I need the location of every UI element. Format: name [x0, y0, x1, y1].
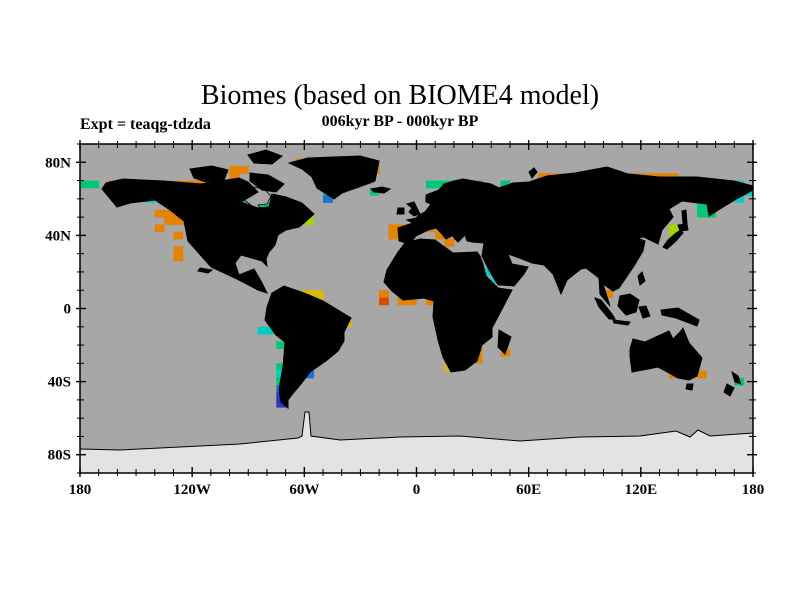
biome-diff-cell	[500, 180, 511, 189]
biome-diff-cell	[425, 297, 436, 306]
biome-diff-cell	[257, 326, 268, 335]
experiment-label: Expt = teaqg-tdzda	[80, 116, 211, 133]
lon-tick-label: 120E	[625, 482, 658, 498]
biome-diff-cell	[173, 231, 184, 240]
biome-diff-cell	[304, 217, 315, 225]
lon-tick-label: 180	[742, 482, 765, 498]
biome-diff-cell	[696, 370, 707, 379]
biome-diff-cell	[603, 290, 614, 298]
biome-diff-cell	[164, 217, 174, 225]
biome-diff-cell	[435, 231, 445, 240]
biome-diff-cell	[173, 246, 184, 255]
lat-tick-label: 40N	[45, 228, 71, 244]
biome-diff-cell	[734, 195, 745, 203]
biome-diff-cell	[257, 202, 268, 211]
biome-diff-cell	[164, 209, 174, 218]
biome-diff-cell	[425, 180, 436, 189]
biome-diff-cell	[696, 202, 707, 211]
biome-diff-cell	[388, 224, 399, 233]
biome-diff-cell	[668, 224, 679, 233]
biome-diff-cell	[266, 326, 277, 335]
biome-diff-cell	[379, 297, 389, 306]
biome-diff-cell	[80, 180, 90, 189]
lon-tick-label: 120W	[173, 482, 211, 498]
biome-diff-cell	[304, 290, 315, 298]
biome-diff-cell	[323, 195, 333, 203]
chart-subtitle: 006kyr BP - 000kyr BP	[321, 113, 479, 130]
chart-title: Biomes (based on BIOME4 model)	[200, 80, 600, 111]
biome-diff-cell	[313, 290, 324, 298]
lon-tick-label: 0	[413, 482, 421, 498]
biome-diff-cell	[276, 341, 287, 350]
lon-tick-label: 60W	[289, 482, 319, 498]
biome-diff-cell	[154, 209, 165, 218]
continent-antarctica	[80, 411, 753, 473]
lat-tick-label: 80N	[45, 155, 71, 171]
biome-diff-cell	[388, 231, 399, 240]
biome-diff-cell	[407, 297, 417, 306]
biome-diff-cell	[481, 268, 492, 276]
lon-tick-label: 180	[69, 482, 92, 498]
axis-ticks-layer	[76, 140, 757, 477]
axis-labels-layer: 180 120W 60W 0 60E 120E 180 80N 40N 0 40S 80S	[45, 155, 764, 498]
biome-diff-cell	[435, 180, 445, 189]
lat-tick-label: 40S	[48, 375, 71, 391]
biome-diff-cell	[238, 165, 249, 174]
lat-tick-label: 0	[64, 302, 72, 318]
lon-tick-label: 60E	[516, 482, 541, 498]
biome-diff-cell	[173, 217, 184, 225]
biome-diff-cell	[173, 253, 184, 262]
biome-diff-cell	[444, 239, 455, 247]
biome-diff-cell	[229, 165, 240, 174]
biome-diff-cell	[229, 173, 240, 181]
biome-diff-cell	[276, 399, 287, 408]
biome-diff-cell	[304, 370, 315, 379]
biome-diff-cell	[276, 363, 287, 372]
biome-diff-cell	[89, 180, 100, 189]
biome-diff-cell	[379, 290, 389, 298]
biome-diff-cell	[154, 224, 165, 233]
lat-tick-label: 80S	[48, 448, 71, 464]
biome-diff-cell	[397, 297, 408, 306]
biome-diff-cell	[696, 209, 707, 218]
